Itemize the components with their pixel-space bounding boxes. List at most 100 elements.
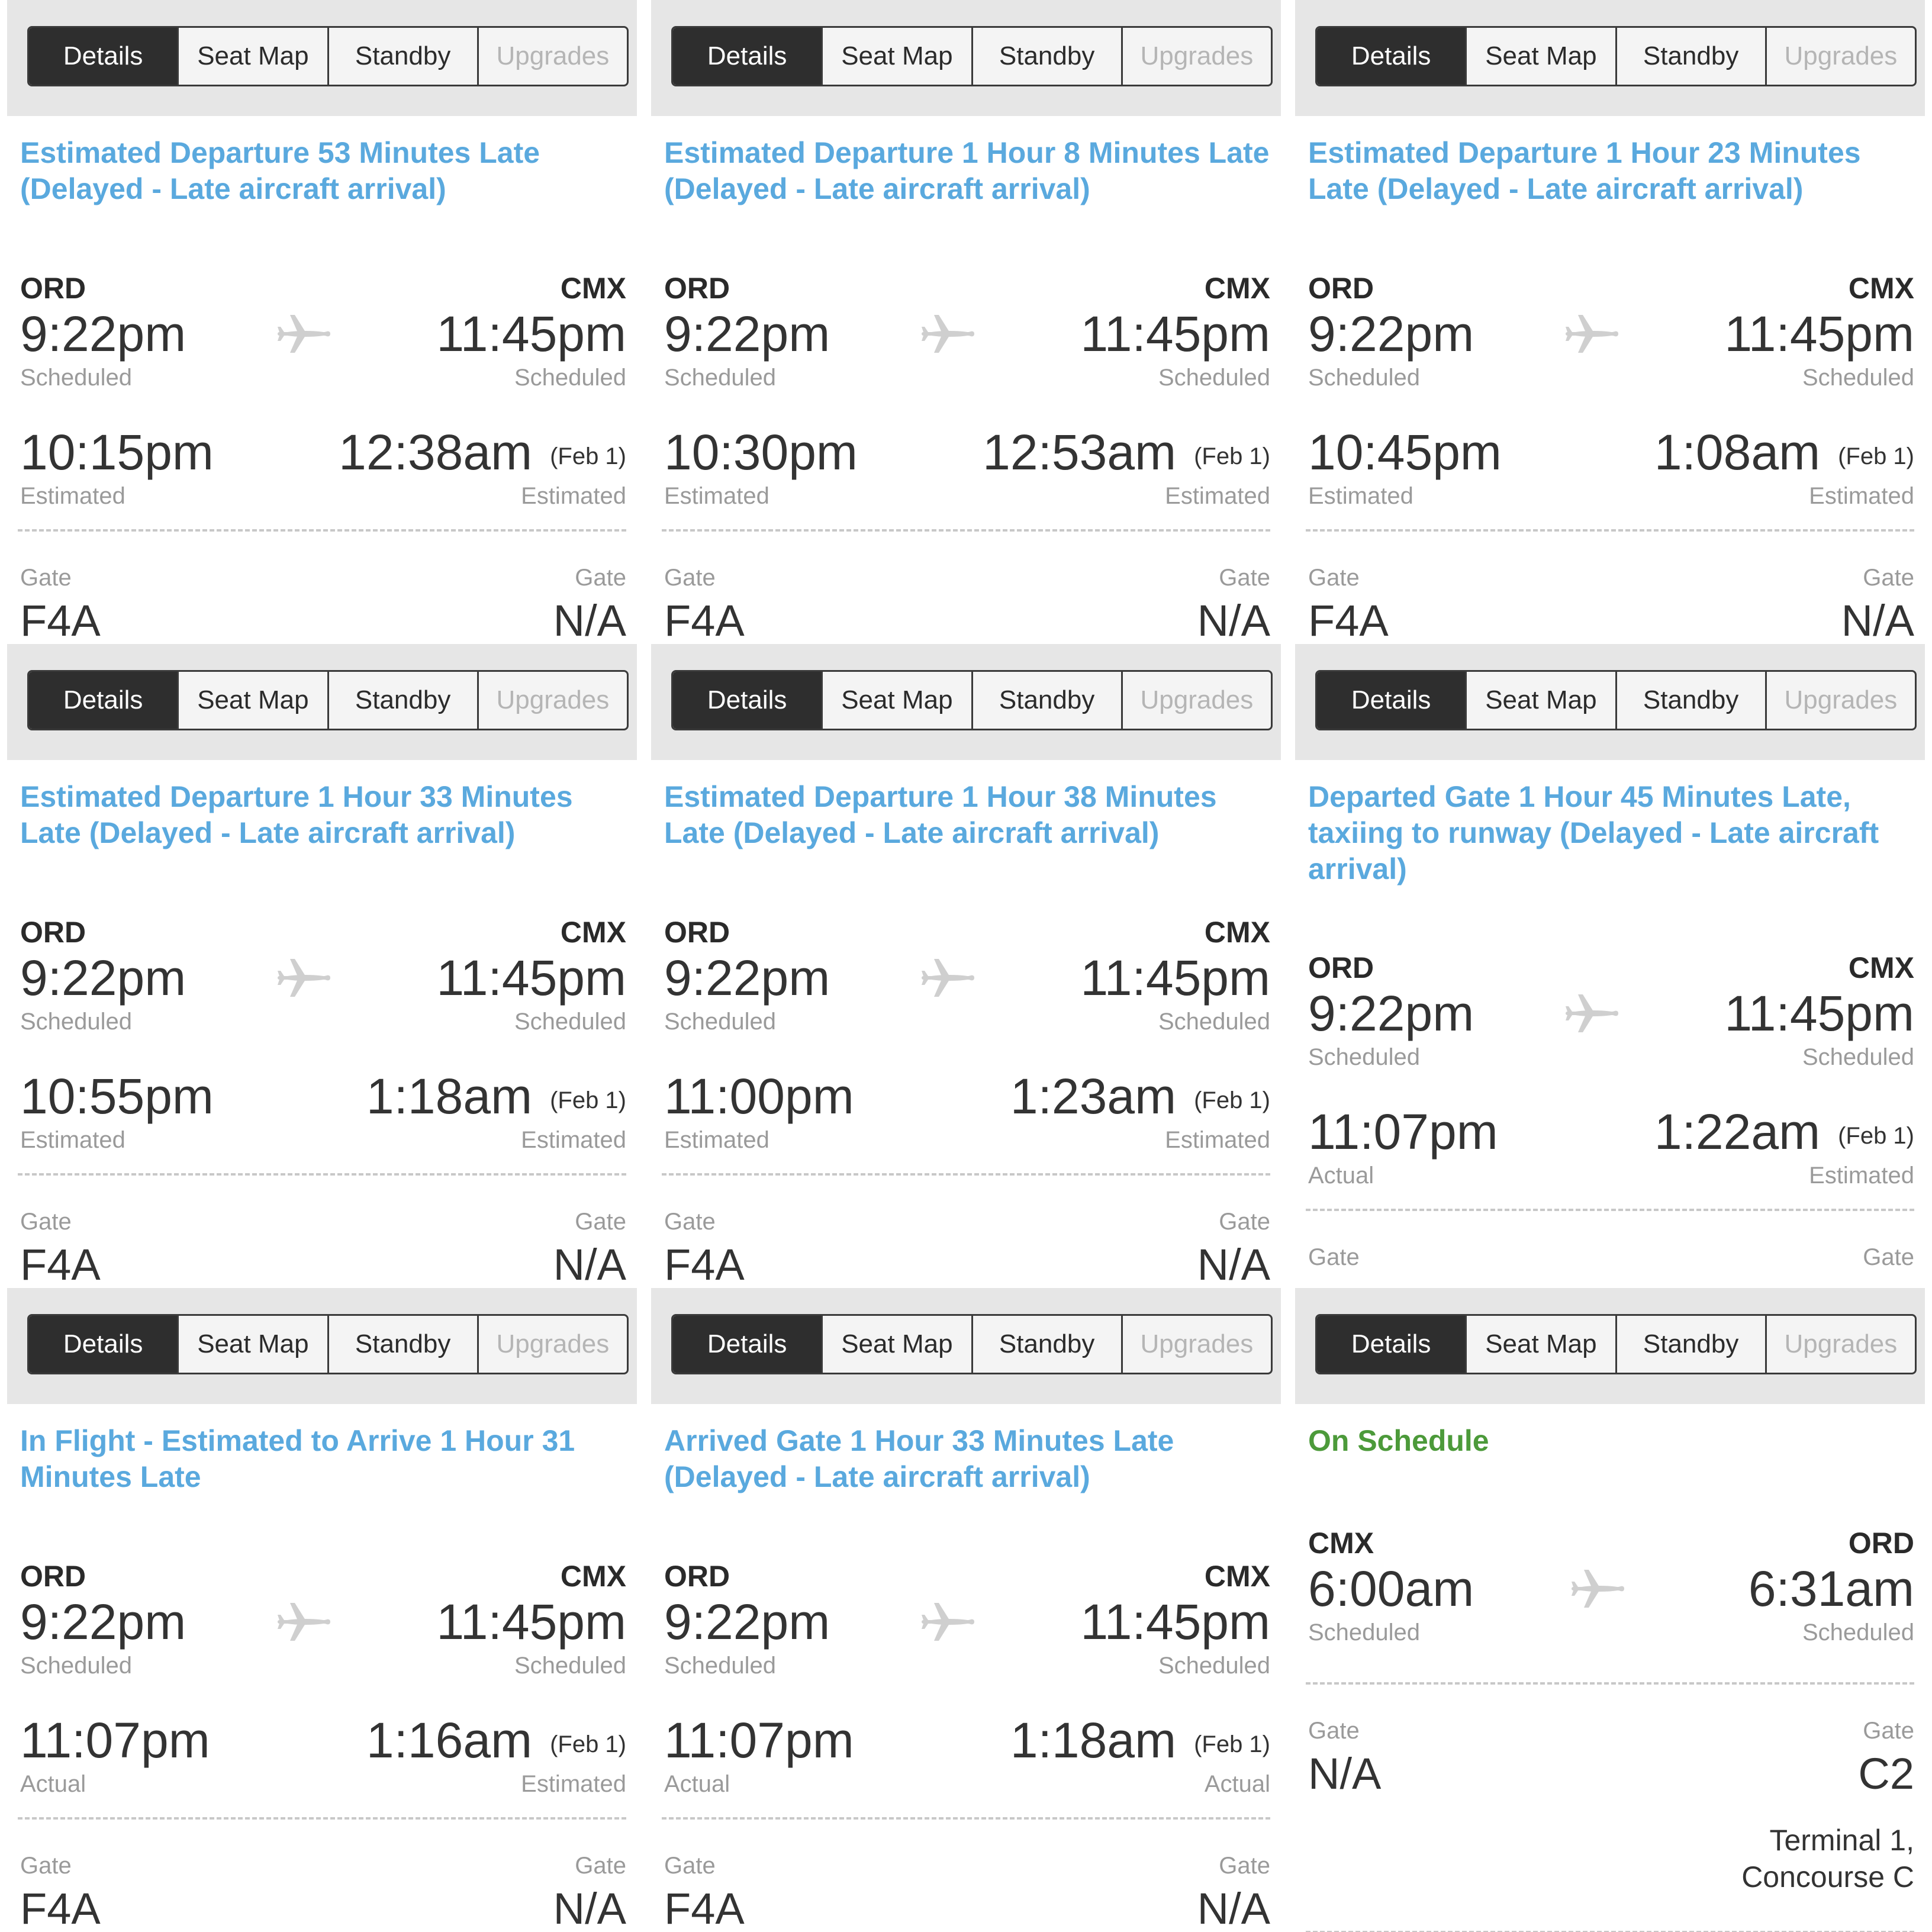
arrival-scheduled-time: 11:45pm: [1080, 950, 1270, 1006]
tab-details[interactable]: Details: [29, 28, 178, 85]
departure-scheduled-time: 9:22pm: [20, 950, 186, 1006]
departure-gate-label: Gate: [664, 1853, 716, 1879]
arrival-estimated-time: 1:22am (Feb 1): [1654, 1102, 1914, 1165]
arrival-estimated-time: 1:18am (Feb 1): [1010, 1711, 1270, 1774]
flight-status: Estimated Departure 1 Hour 8 Minutes Lat…: [664, 136, 1270, 205]
route-codes: ORD CMX: [664, 1559, 1270, 1595]
divider: [18, 1173, 626, 1176]
segmented-control: Details Seat Map Standby Upgrades: [1315, 670, 1917, 730]
flight-panel: Details Seat Map Standby Upgrades On Schedul…: [1288, 1288, 1932, 1932]
origin-code: ORD: [664, 916, 730, 949]
arrival-estimated-label: Estimated: [1165, 1127, 1270, 1153]
flight-status: On Schedule: [1308, 1424, 1489, 1457]
tab-details[interactable]: Details: [1317, 1316, 1466, 1373]
departure-scheduled-time: 6:00am: [1308, 1561, 1474, 1617]
tab-standby[interactable]: Standby: [971, 28, 1121, 85]
origin-code: ORD: [1308, 272, 1374, 305]
tab-standby[interactable]: Standby: [1615, 1316, 1765, 1373]
departure-scheduled-time: 9:22pm: [664, 950, 830, 1006]
arrival-estimated-value: 1:08am: [1654, 424, 1821, 480]
tab-details[interactable]: Details: [673, 672, 822, 729]
tab-details[interactable]: Details: [1317, 28, 1466, 85]
arrival-estimated-label: Estimated: [1165, 483, 1270, 509]
estimated-times: 11:07pm 1:16am (Feb 1) Actual Estimated: [20, 1711, 626, 1799]
tab-seat-map[interactable]: Seat Map: [177, 28, 327, 85]
departure-estimated-label: Actual: [1308, 1163, 1374, 1189]
segmented-control: Details Seat Map Standby Upgrades: [1315, 1314, 1917, 1374]
arrival-gate-label: Gate: [1219, 1209, 1270, 1235]
tab-bar: Details Seat Map Standby Upgrades: [7, 644, 637, 760]
flight-panel: Details Seat Map Standby Upgrades Departed G…: [1288, 644, 1932, 1288]
arrival-scheduled-time: 11:45pm: [1724, 306, 1914, 362]
arrival-gate-label: Gate: [575, 565, 626, 591]
origin-code: ORD: [1308, 951, 1374, 984]
route-codes: ORD CMX: [20, 915, 626, 951]
departure-estimated-label: Estimated: [1308, 483, 1413, 509]
tab-details[interactable]: Details: [29, 1316, 178, 1373]
tab-details[interactable]: Details: [673, 1316, 822, 1373]
arrival-scheduled-time: 11:45pm: [436, 306, 626, 362]
arrival-estimated-label: Estimated: [1809, 483, 1914, 509]
tab-details[interactable]: Details: [29, 672, 178, 729]
arrival-estimated-value: 1:23am: [1010, 1068, 1177, 1124]
departure-estimated-time: 10:15pm: [20, 424, 214, 480]
departure-gate-value: F4A: [20, 1240, 101, 1288]
arrival-estimated-time: 12:38am (Feb 1): [339, 423, 626, 486]
airplane-icon: [916, 948, 975, 1007]
tab-seat-map[interactable]: Seat Map: [821, 1316, 971, 1373]
flight-status: Estimated Departure 53 Minutes Late (Del…: [20, 136, 540, 205]
flight-panel: Details Seat Map Standby Upgrades Estimated …: [644, 644, 1288, 1288]
tab-bar: Details Seat Map Standby Upgrades: [7, 1288, 637, 1404]
tab-seat-map[interactable]: Seat Map: [821, 672, 971, 729]
origin-code: ORD: [664, 272, 730, 305]
destination-code: CMX: [1848, 951, 1914, 984]
route-codes: ORD CMX: [1308, 951, 1914, 986]
departure-estimated-time: 11:07pm: [20, 1712, 210, 1768]
tab-standby[interactable]: Standby: [327, 28, 477, 85]
tab-standby[interactable]: Standby: [327, 672, 477, 729]
tab-bar: Details Seat Map Standby Upgrades: [651, 644, 1281, 760]
airplane-icon: [272, 304, 331, 363]
tab-standby[interactable]: Standby: [1615, 672, 1765, 729]
tab-upgrades: Upgrades: [1120, 28, 1271, 85]
arrival-estimated-label: Actual: [1204, 1771, 1270, 1797]
tab-standby[interactable]: Standby: [327, 1316, 477, 1373]
flight-panel: Details Seat Map Standby Upgrades Estimated …: [1288, 0, 1932, 644]
tab-standby[interactable]: Standby: [971, 1316, 1121, 1373]
tab-upgrades: Upgrades: [476, 672, 627, 729]
arrival-date-note: (Feb 1): [550, 1731, 626, 1757]
tab-seat-map[interactable]: Seat Map: [177, 1316, 327, 1373]
departure-estimated-time: 11:00pm: [664, 1068, 854, 1124]
arrival-scheduled-label: Scheduled: [1802, 365, 1914, 391]
departure-gate-label: Gate: [20, 1853, 72, 1879]
tab-details[interactable]: Details: [673, 28, 822, 85]
divider: [18, 1817, 626, 1820]
route-codes: ORD CMX: [664, 915, 1270, 951]
tab-standby[interactable]: Standby: [1615, 28, 1765, 85]
tab-seat-map[interactable]: Seat Map: [177, 672, 327, 729]
departure-scheduled-time: 9:22pm: [1308, 306, 1474, 362]
divider: [662, 1173, 1270, 1176]
route-codes: ORD CMX: [20, 1559, 626, 1595]
arrival-estimated-label: Estimated: [521, 483, 626, 509]
tab-seat-map[interactable]: Seat Map: [1465, 1316, 1615, 1373]
tab-seat-map[interactable]: Seat Map: [1465, 28, 1615, 85]
departure-scheduled-time: 9:22pm: [664, 306, 830, 362]
origin-code: ORD: [664, 1560, 730, 1593]
departure-gate-value: F4A: [20, 1884, 101, 1932]
departure-estimated-label: Estimated: [20, 483, 125, 509]
segmented-control: Details Seat Map Standby Upgrades: [27, 1314, 629, 1374]
origin-code: ORD: [20, 916, 86, 949]
segmented-control: Details Seat Map Standby Upgrades: [671, 26, 1273, 86]
departure-gate-value: F4A: [1308, 596, 1389, 644]
tab-details[interactable]: Details: [1317, 672, 1466, 729]
departure-scheduled-time: 9:22pm: [20, 1594, 186, 1650]
departure-scheduled-label: Scheduled: [664, 1653, 777, 1679]
estimated-times: 11:00pm 1:23am (Feb 1) Estimated Estimated: [664, 1067, 1270, 1155]
divider: [1306, 1682, 1914, 1685]
departure-estimated-label: Estimated: [664, 483, 769, 509]
tab-standby[interactable]: Standby: [971, 672, 1121, 729]
tab-seat-map[interactable]: Seat Map: [821, 28, 971, 85]
tab-seat-map[interactable]: Seat Map: [1465, 672, 1615, 729]
